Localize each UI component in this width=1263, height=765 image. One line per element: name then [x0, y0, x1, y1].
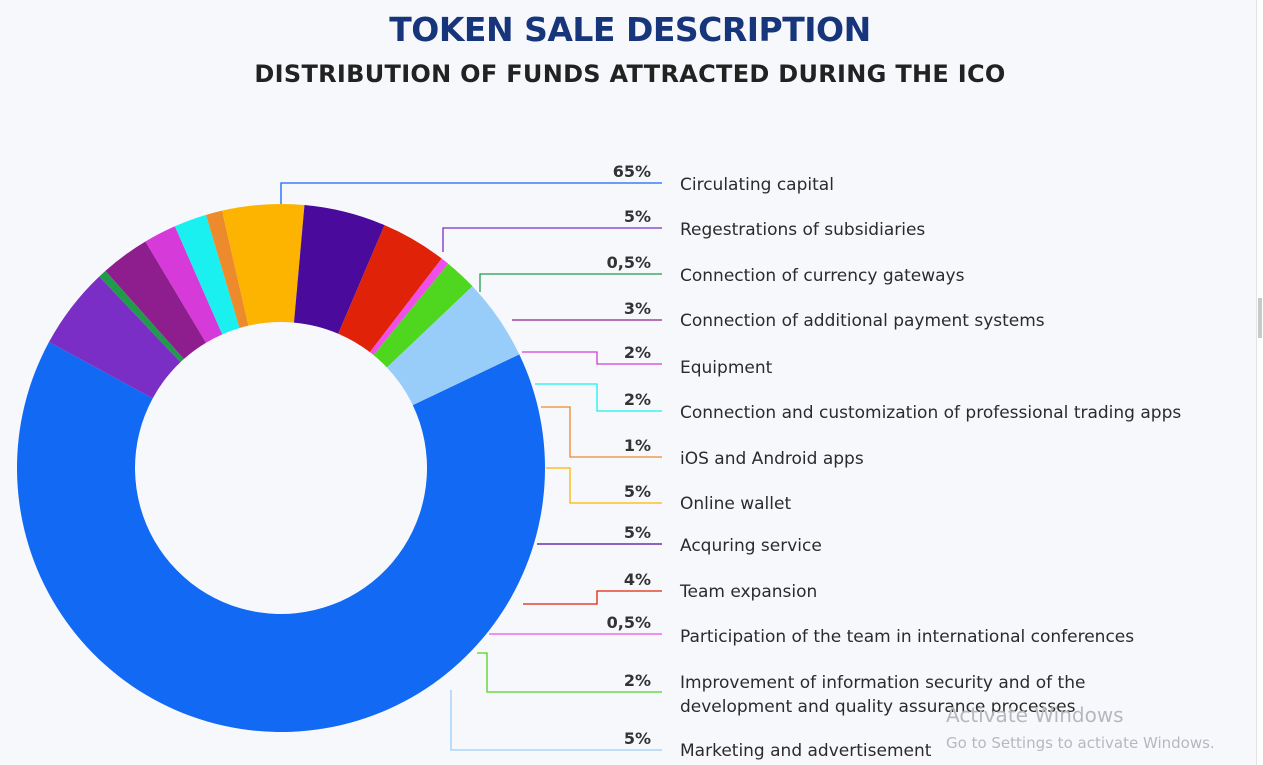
slice-improvement-of-information-security-and-of-the — [373, 263, 473, 368]
page-title: TOKEN SALE DESCRIPTION — [389, 10, 871, 49]
category-label: iOS and Android apps — [680, 449, 864, 469]
chart-subtitle: DISTRIBUTION OF FUNDS ATTRACTED DURING T… — [254, 60, 1006, 88]
percent-label: 3% — [624, 299, 651, 318]
leader-line — [280, 182, 662, 204]
slice-online-wallet — [222, 204, 305, 326]
leader-line — [479, 273, 662, 292]
percent-label: 2% — [624, 343, 651, 362]
slice-team-expansion — [338, 225, 442, 353]
slice-circulating-capital — [16, 342, 545, 732]
category-label: Connection of additional payment systems — [680, 311, 1045, 331]
slice-connection-of-currency-gateways — [99, 270, 184, 363]
leader-line — [522, 351, 662, 365]
percent-label: 5% — [624, 207, 651, 226]
slice-labels: 65% Circulating capital 5% Regestrations of… — [607, 162, 1182, 761]
category-label: Participation of the team in internation… — [680, 627, 1134, 647]
vertical-scrollbar[interactable] — [1256, 0, 1263, 765]
category-label: Circulating capital — [680, 175, 834, 195]
leader-line — [523, 590, 662, 605]
leader-lines — [280, 182, 662, 751]
category-label: Team expansion — [679, 582, 817, 602]
leader-line — [450, 690, 662, 751]
leader-line — [535, 383, 662, 412]
category-label: Online wallet — [680, 494, 791, 514]
slice-participation-of-the-team-in-international-conferences — [369, 258, 449, 356]
leader-line — [546, 467, 662, 504]
percent-label: 2% — [624, 671, 651, 690]
category-label: Connection of currency gateways — [680, 266, 965, 286]
category-label: Improvement of information security and … — [680, 673, 1085, 717]
category-label: Connection and customization of professi… — [680, 403, 1181, 423]
percent-label: 5% — [624, 729, 651, 748]
activate-windows-hint: Go to Settings to activate Windows. — [946, 734, 1215, 752]
leader-line — [442, 227, 662, 252]
slice-acquring-service — [293, 205, 385, 334]
percent-label: 65% — [613, 162, 651, 181]
slice-ios-and-android-apps — [206, 210, 249, 329]
donut-slices — [16, 204, 545, 732]
category-label: Acquring service — [680, 536, 822, 556]
leader-line — [541, 406, 662, 458]
percent-label: 5% — [624, 482, 651, 501]
scrollbar-thumb[interactable] — [1258, 298, 1262, 338]
slice-regestrations-of-subsidiaries — [48, 276, 181, 399]
category-label: Marketing and advertisement — [680, 741, 932, 761]
category-label: Regestrations of subsidiaries — [680, 220, 925, 240]
leader-line — [477, 652, 662, 693]
slice-marketing-and-advertisement — [386, 286, 520, 406]
slice-equipment — [145, 226, 223, 343]
percent-label: 0,5% — [607, 613, 651, 632]
percent-label: 1% — [624, 436, 651, 455]
category-label: Equipment — [680, 358, 773, 378]
activate-windows-title: Activate Windows — [946, 703, 1124, 727]
percent-label: 2% — [624, 390, 651, 409]
percent-label: 4% — [624, 570, 651, 589]
percent-label: 0,5% — [607, 253, 651, 272]
percent-label: 5% — [624, 523, 651, 542]
slice-connection-of-additional-payment-systems — [105, 241, 207, 359]
slice-connection-and-customization-of-professional-trading-apps — [174, 214, 240, 335]
